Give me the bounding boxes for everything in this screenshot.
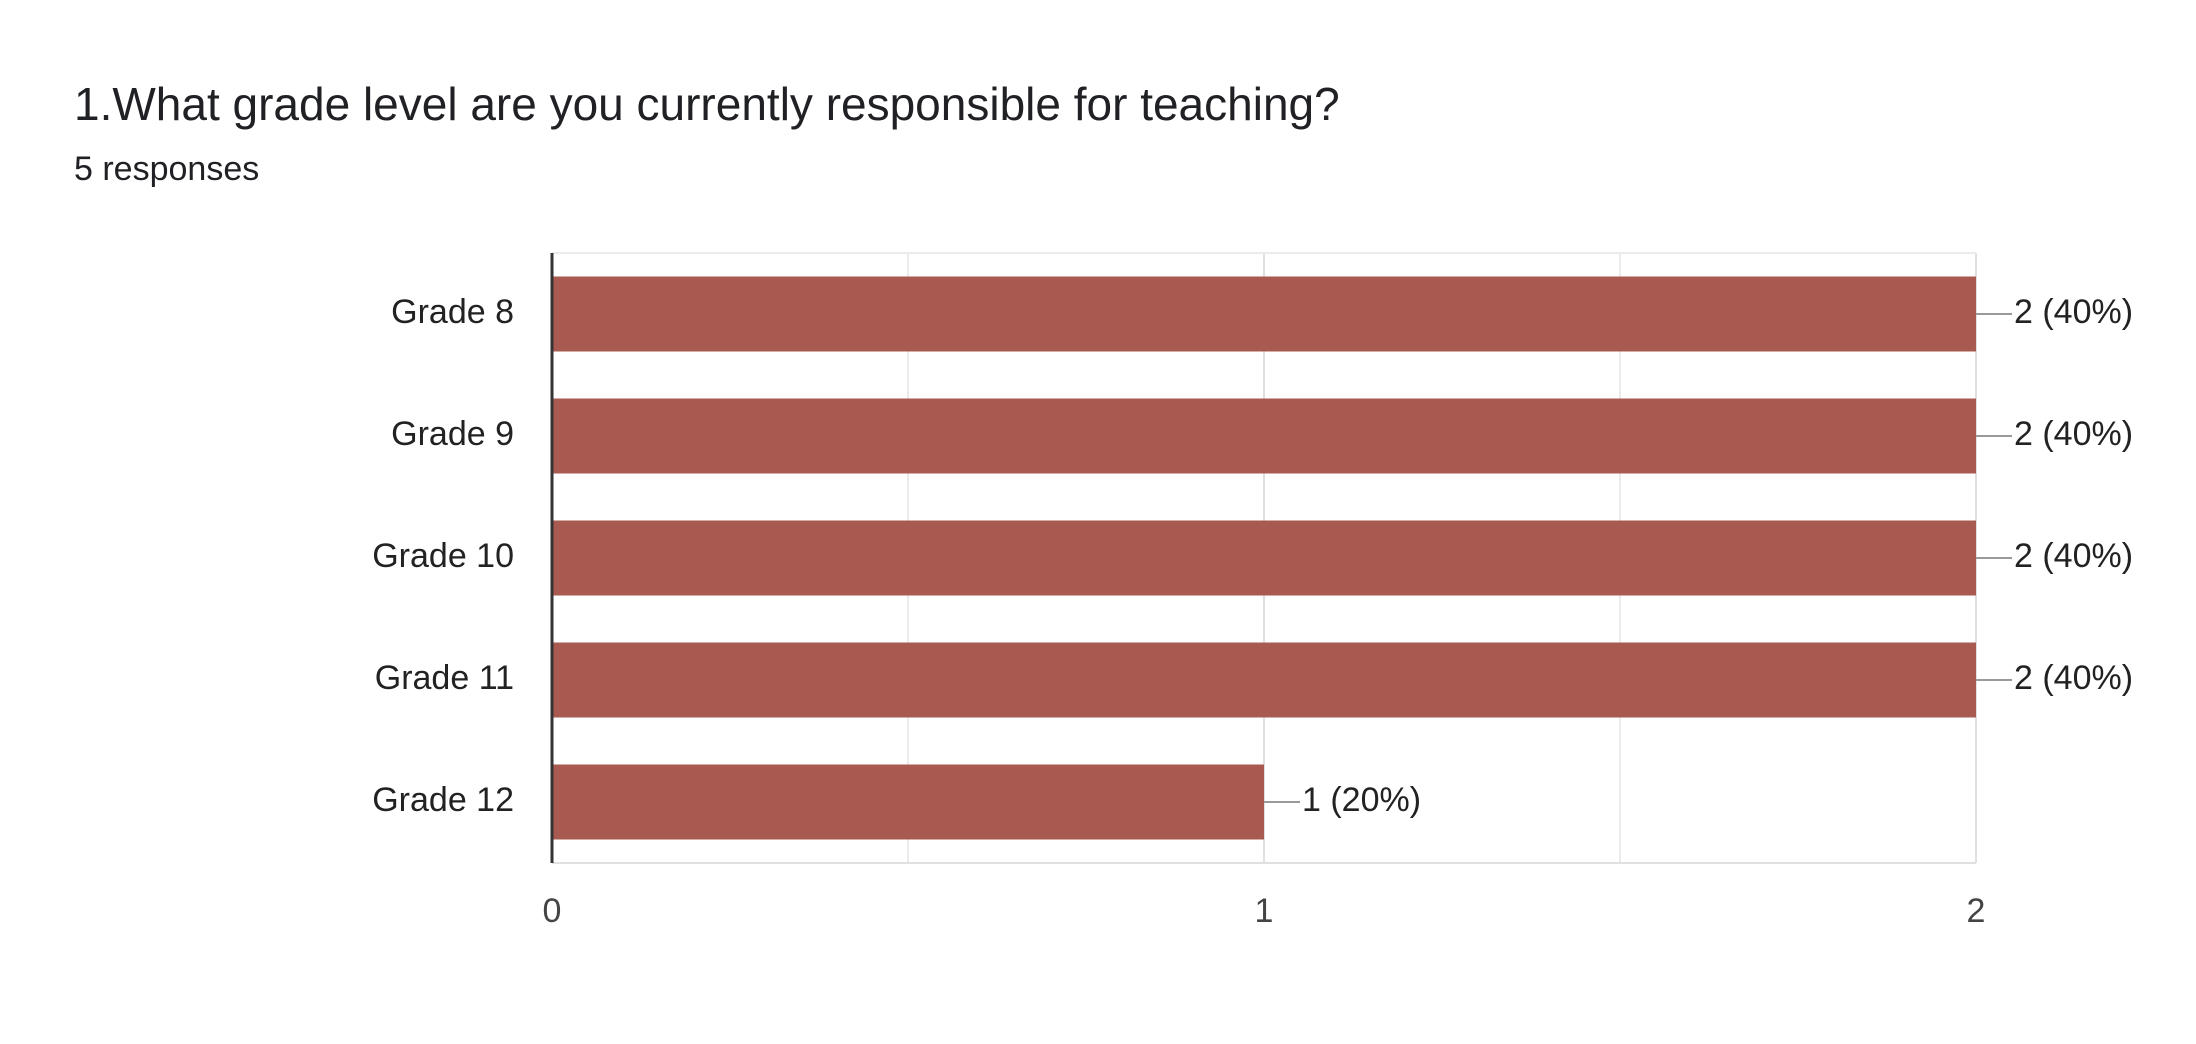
category-label: Grade 9 [391, 415, 514, 453]
data-label: 2 (40%) [2014, 415, 2133, 453]
category-label: Grade 12 [372, 781, 514, 819]
bars [552, 276, 1976, 840]
labels: Grade 8 2 (40%) Grade 9 2 (40%) Grade 10 2 (4… [372, 293, 2133, 930]
x-tick-label: 2 [1967, 892, 1986, 930]
bar [552, 276, 1976, 352]
category-label: Grade 11 [375, 659, 514, 697]
bar [552, 642, 1976, 718]
bar [552, 398, 1976, 474]
data-label: 2 (40%) [2014, 293, 2133, 331]
bar [552, 520, 1976, 596]
data-label: 2 (40%) [2014, 659, 2133, 697]
data-label: 1 (20%) [1302, 781, 1421, 819]
x-tick-label: 1 [1255, 892, 1274, 930]
question-title: 1.What grade level are you currently res… [74, 78, 1340, 130]
category-label: Grade 8 [391, 293, 514, 331]
data-label: 2 (40%) [2014, 537, 2133, 575]
category-label: Grade 10 [372, 537, 514, 575]
response-count: 5 responses [74, 150, 260, 188]
x-tick-label: 0 [543, 892, 562, 930]
bar [552, 764, 1264, 840]
